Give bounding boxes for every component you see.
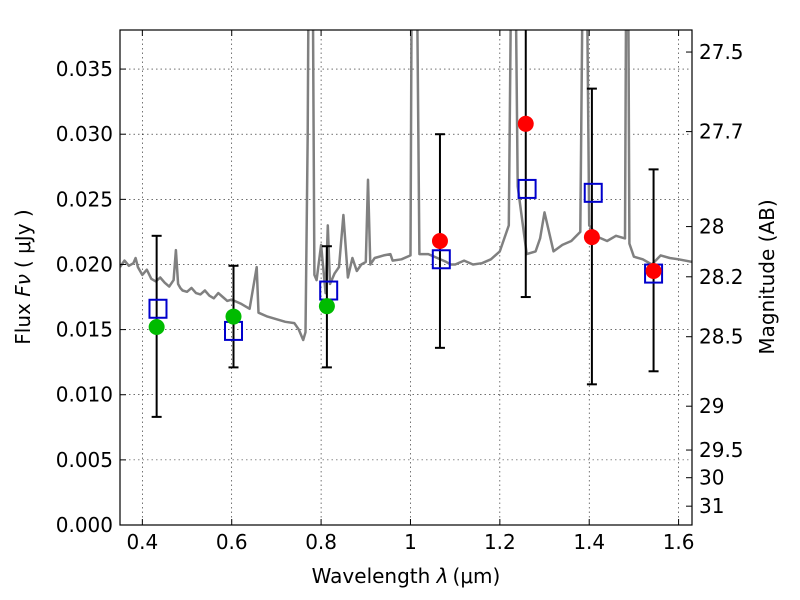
data-point bbox=[431, 233, 448, 250]
y-axis-title: Flux Fν( μJy ) bbox=[11, 209, 35, 344]
y2-tick-label: 30 bbox=[699, 466, 724, 490]
plot-area bbox=[120, 30, 692, 342]
x-tick-label: 0.6 bbox=[216, 530, 248, 554]
model-square bbox=[583, 182, 603, 203]
x-tick-label: 1.2 bbox=[484, 530, 516, 554]
y2-tick-label: 29 bbox=[699, 394, 724, 418]
x-axis-title: Wavelength λ (μm) bbox=[312, 564, 501, 588]
y-tick-label: 0.030 bbox=[56, 122, 113, 146]
y-tick-label: 0.000 bbox=[56, 513, 113, 537]
y-tick-label: 0.035 bbox=[56, 57, 113, 81]
x-tick-label: 1 bbox=[404, 530, 417, 554]
spectrum-line bbox=[120, 30, 692, 342]
model-square bbox=[319, 280, 339, 301]
y-tick-label: 0.015 bbox=[56, 318, 113, 342]
y2-axis-title: Magnitude (AB) bbox=[755, 199, 779, 354]
data-point bbox=[148, 319, 165, 335]
x-tick-label: 0.8 bbox=[305, 530, 337, 554]
data-point bbox=[517, 115, 534, 132]
y2-axis: 27.5 27.7 28 28.2 28.5 29 29.5 30 31 bbox=[686, 40, 744, 518]
y2-tick-label: 31 bbox=[699, 494, 724, 518]
y-tick-label: 0.025 bbox=[56, 187, 113, 211]
data-point bbox=[225, 308, 242, 325]
plot-frame bbox=[119, 29, 693, 526]
y-tick-label: 0.020 bbox=[56, 252, 113, 276]
y2-tick-label: 28.2 bbox=[699, 265, 744, 289]
x-tick-label: 1.6 bbox=[663, 530, 695, 554]
y2-tick-label: 27.7 bbox=[699, 120, 744, 144]
grid-lines bbox=[120, 30, 692, 526]
y2-tick-label: 29.5 bbox=[699, 438, 744, 462]
markers bbox=[148, 30, 664, 418]
y2-tick-label: 27.5 bbox=[699, 40, 744, 64]
model-square bbox=[148, 298, 168, 319]
y-tick-label: 0.010 bbox=[56, 383, 113, 407]
data-point bbox=[318, 298, 335, 315]
y-tick-label: 0.005 bbox=[56, 448, 113, 472]
model-square bbox=[517, 178, 537, 199]
x-tick-label: 1.4 bbox=[573, 530, 605, 554]
y-axis: 0.000 0.005 0.010 0.015 0.020 0.025 0.030 0.035 bbox=[56, 57, 126, 537]
model-square bbox=[431, 249, 451, 270]
data-point bbox=[583, 229, 600, 246]
data-point bbox=[645, 262, 662, 279]
x-axis: 0.4 0.6 0.8 1 1.2 1.4 1.6 bbox=[126, 30, 695, 554]
y2-tick-label: 28 bbox=[699, 215, 724, 239]
x-tick-label: 0.4 bbox=[126, 530, 158, 554]
y2-tick-label: 28.5 bbox=[699, 325, 744, 349]
